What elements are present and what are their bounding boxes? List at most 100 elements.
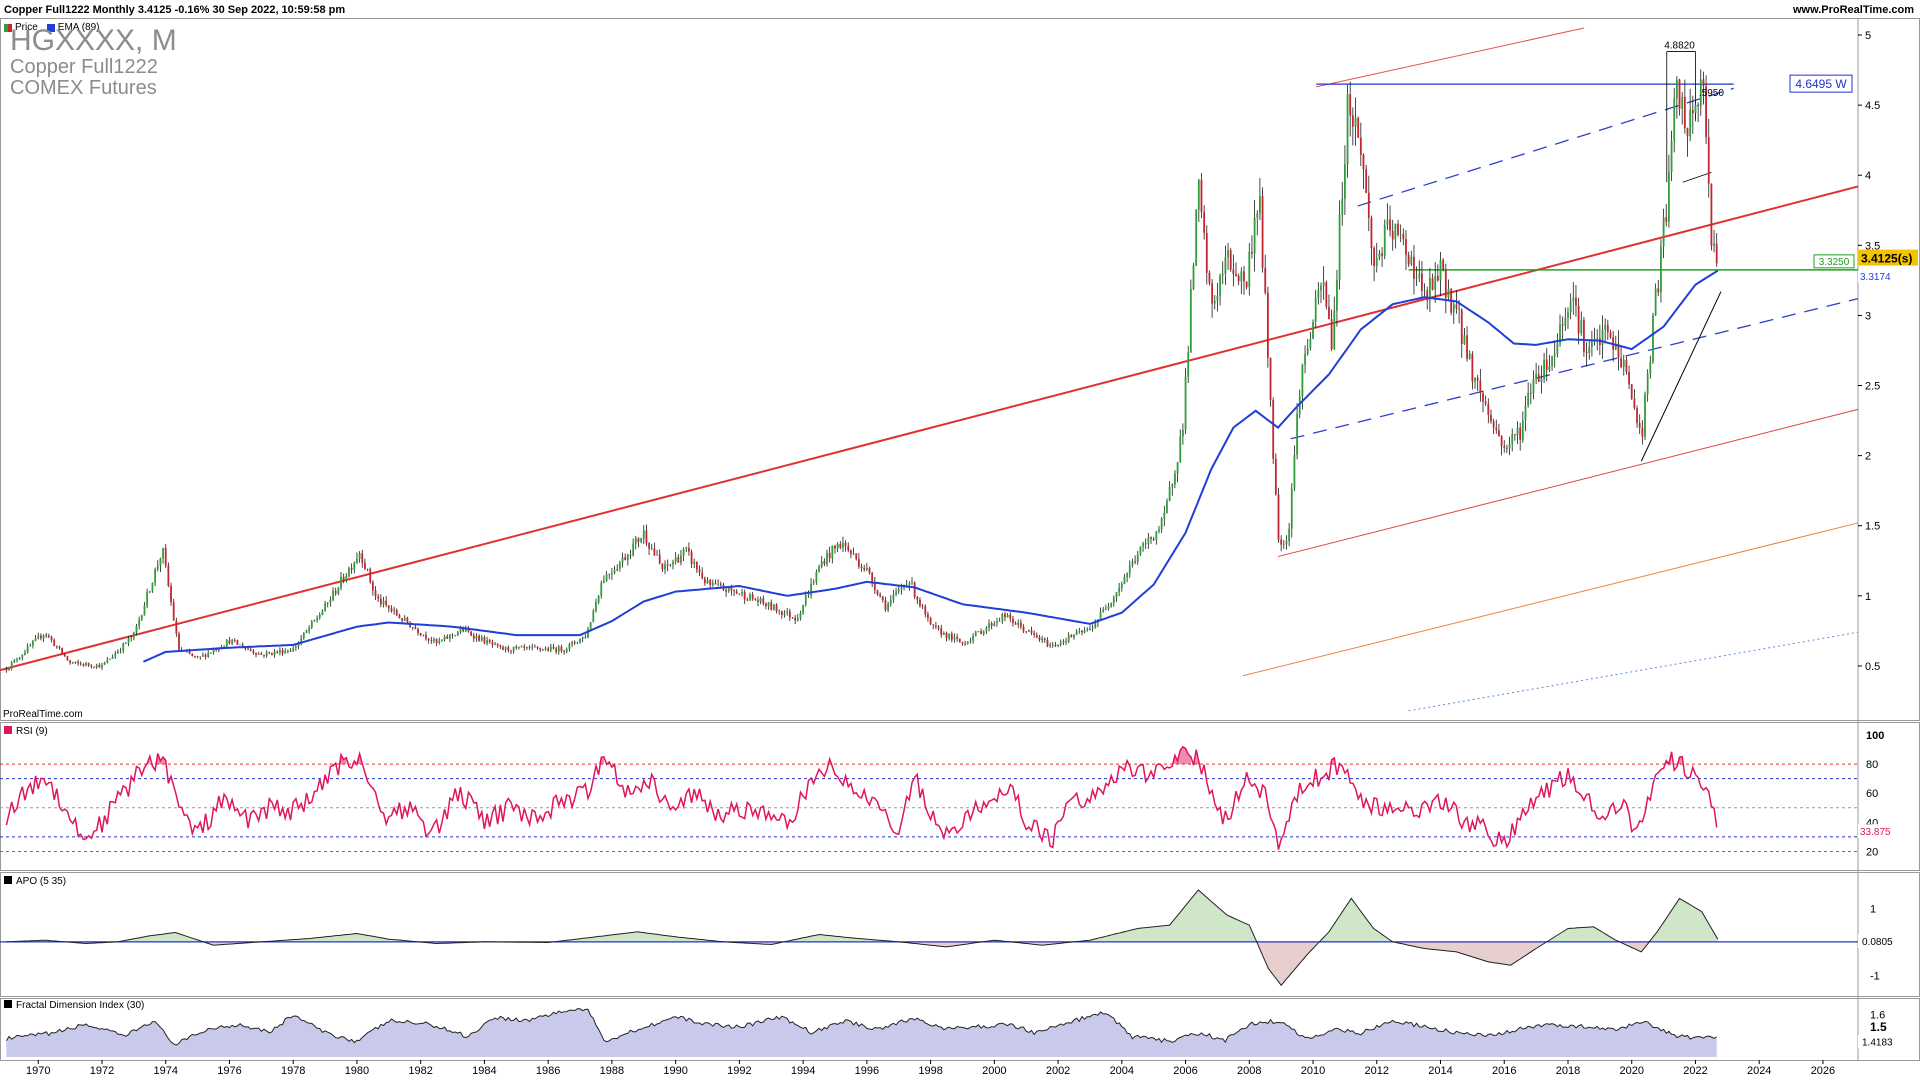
rsi-overbought-fill	[1180, 746, 1183, 765]
candle	[945, 632, 948, 639]
candle	[1237, 275, 1240, 282]
candle	[1471, 353, 1474, 382]
candle	[666, 564, 669, 566]
candle	[510, 650, 512, 652]
rsi-overbought-fill	[1331, 757, 1335, 765]
price-y-tick-label: 1	[1865, 591, 1871, 603]
high-marker-bottom	[1682, 172, 1712, 183]
legend: Price EMA (89)	[4, 22, 99, 33]
candle	[26, 646, 29, 653]
rsi-last-label: 33.875	[1860, 827, 1891, 838]
candle	[1351, 115, 1354, 127]
candle	[1051, 644, 1054, 646]
candle	[953, 636, 956, 640]
candle	[1120, 583, 1123, 588]
candle	[1636, 408, 1638, 423]
candle	[871, 572, 874, 582]
candle	[637, 538, 640, 543]
candle	[1176, 462, 1179, 474]
x-tick-label: 2006	[1173, 1065, 1197, 1077]
candle	[69, 660, 72, 663]
candle	[1256, 213, 1259, 218]
candle	[42, 634, 45, 639]
candle	[1569, 301, 1572, 312]
candle	[993, 623, 996, 626]
candle	[815, 571, 818, 583]
candle	[714, 583, 717, 585]
x-tick-label: 2012	[1365, 1065, 1389, 1077]
candle	[1654, 288, 1657, 316]
price-tag	[1858, 249, 1918, 266]
candle	[1617, 343, 1620, 359]
candle	[595, 602, 597, 611]
price-panel-frame	[0, 18, 1920, 721]
candle	[757, 600, 759, 603]
candle	[124, 642, 127, 644]
candle	[111, 656, 114, 659]
candle	[1166, 500, 1168, 513]
candle	[751, 594, 754, 600]
candle	[850, 550, 852, 554]
x-tick-label: 2002	[1046, 1065, 1070, 1077]
candle	[1102, 609, 1105, 612]
candle	[1375, 257, 1378, 267]
candle	[1282, 544, 1285, 546]
chart-header: Copper Full1222 Monthly 3.4125 -0.16% 30…	[4, 4, 345, 16]
candle	[162, 547, 164, 559]
candle	[916, 596, 919, 600]
candle	[10, 662, 13, 669]
fdi-tick-label: 1.5	[1870, 1020, 1887, 1034]
candle	[1484, 401, 1487, 404]
candle	[464, 629, 467, 632]
candle	[1622, 359, 1625, 368]
candle	[950, 633, 953, 640]
x-tick-label: 2026	[1811, 1065, 1835, 1077]
candle	[1312, 322, 1314, 339]
candle	[1697, 104, 1700, 107]
candle	[1139, 546, 1142, 555]
candle	[411, 627, 414, 628]
rsi-overbought-fill	[1668, 751, 1672, 765]
candle	[1508, 443, 1511, 449]
candle	[387, 605, 390, 609]
candle	[560, 646, 563, 651]
x-tick-label: 1980	[345, 1065, 369, 1077]
rsi-overbought-fill	[163, 756, 166, 765]
candle	[132, 632, 135, 638]
candle	[231, 640, 234, 644]
candle	[1652, 315, 1654, 362]
candle	[146, 591, 149, 606]
candle	[1436, 275, 1439, 281]
candle	[228, 640, 231, 644]
candle	[1625, 359, 1628, 373]
candle	[265, 652, 268, 656]
candle	[356, 558, 358, 563]
price-swatch-icon	[4, 23, 12, 32]
candle	[1070, 635, 1073, 638]
candle	[239, 644, 241, 646]
candle	[1402, 234, 1405, 240]
candle	[842, 542, 844, 548]
support-box	[1813, 254, 1855, 269]
candle	[472, 635, 475, 639]
candle	[1184, 376, 1187, 430]
candle	[1314, 297, 1317, 323]
candle	[326, 602, 329, 604]
candle	[613, 570, 616, 574]
candle	[395, 609, 398, 616]
candle	[53, 640, 56, 647]
candle	[488, 639, 491, 643]
candle	[225, 640, 228, 647]
candle	[1017, 622, 1020, 625]
candle	[1354, 118, 1357, 127]
candle	[1274, 458, 1277, 495]
candle	[1245, 281, 1248, 288]
candle	[544, 648, 547, 650]
candle	[741, 591, 743, 594]
candle	[1158, 529, 1160, 532]
candle	[836, 543, 839, 549]
candle	[159, 558, 162, 566]
candle	[71, 662, 74, 664]
candle	[913, 582, 916, 597]
